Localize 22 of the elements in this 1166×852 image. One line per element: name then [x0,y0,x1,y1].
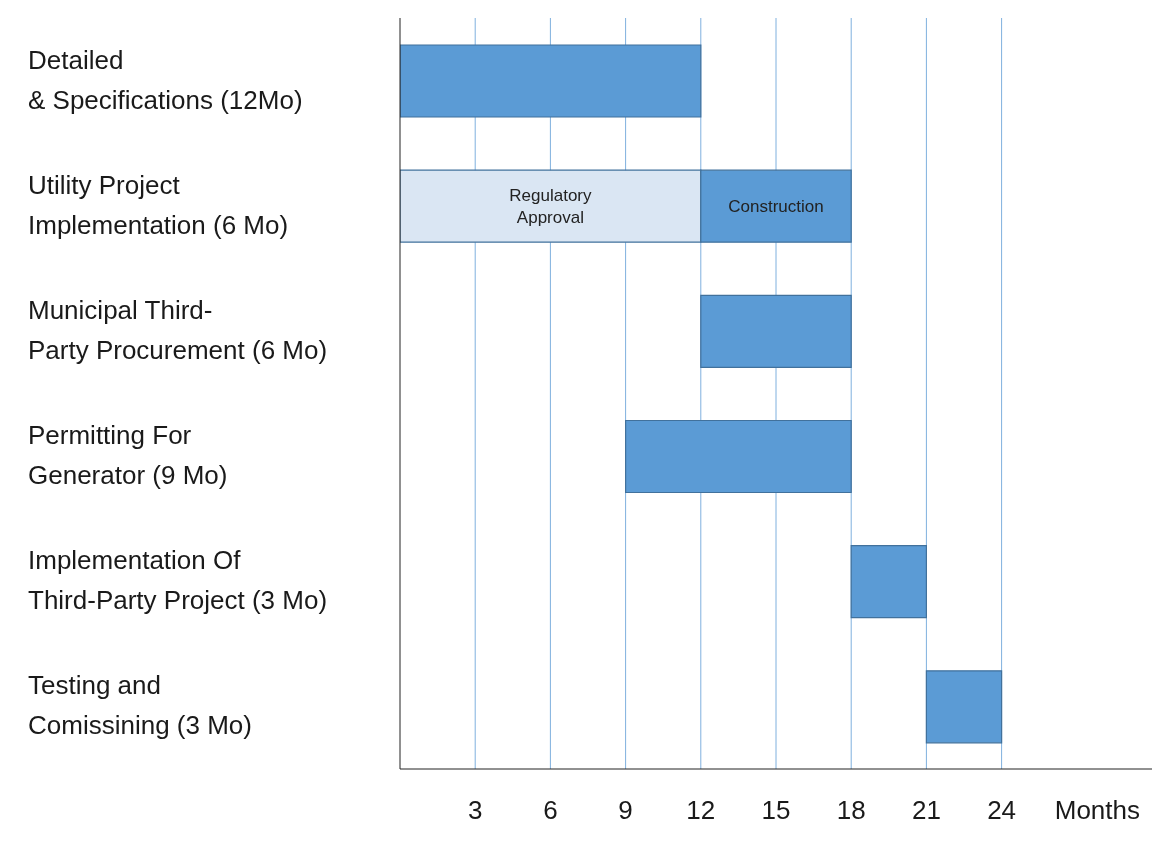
y-tick-label: Detailed & Specifications (12Mo) [28,44,303,115]
x-tick-label: 15 [761,795,791,826]
bar [925,670,1003,744]
data-label: Construction [728,197,824,217]
x-tick-label: 12 [686,795,716,826]
bar [625,419,852,494]
y-tick-label: Permitting For Generator (9 Mo) [28,420,228,491]
x-tick-label: 6 [543,795,558,826]
y-tick-label: Testing and Comissining (3 Mo) [28,670,252,741]
y-tick-label: Implementation Of Third-Party Project (3 Mo) [28,545,328,616]
bar [700,294,852,368]
y-tick-label: Utility Project Implementation (6 Mo) [28,169,289,240]
bar [850,545,927,619]
x-tick-label: 21 [911,795,941,826]
x-tick-label: 9 [618,795,633,826]
x-tick-label: 24 [987,795,1017,826]
x-tick-label: 18 [836,795,866,826]
data-label: Regulatory Approval [509,186,592,228]
x-axis-title: Months [1054,795,1140,825]
bar [400,44,702,118]
y-tick-label: Municipal Third- Party Procurement (6 Mo) [28,294,328,365]
x-tick-label: 3 [467,795,483,826]
